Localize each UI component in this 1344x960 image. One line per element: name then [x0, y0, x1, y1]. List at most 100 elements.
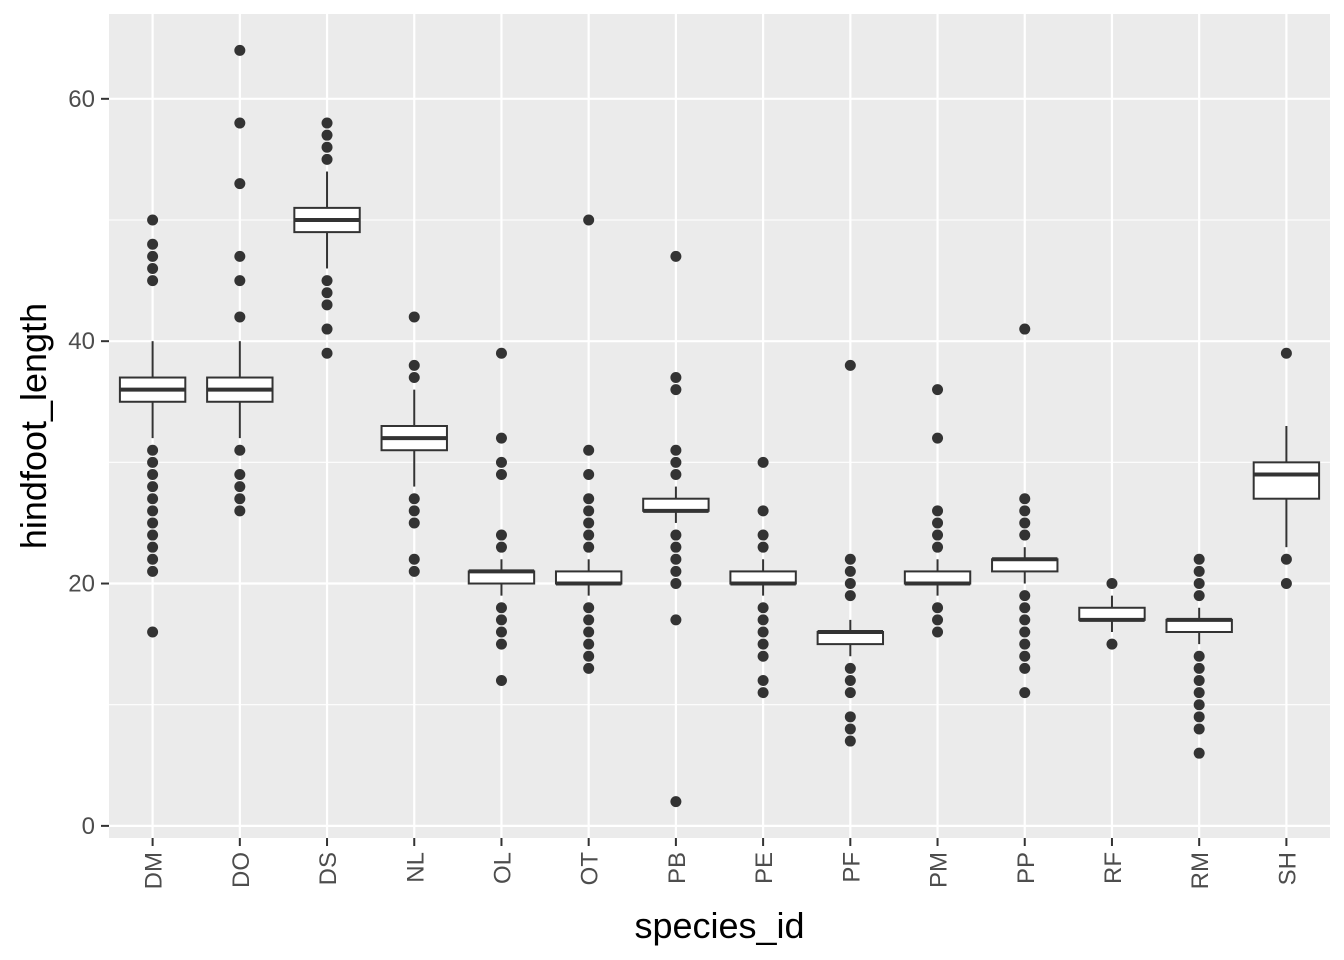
outlier-point [1106, 638, 1118, 650]
outlier-point [757, 541, 769, 553]
outlier-point [1019, 493, 1031, 505]
outlier-point [495, 626, 507, 638]
outlier-point [147, 626, 159, 638]
outlier-point [147, 565, 159, 577]
x-axis-title: species_id [634, 905, 804, 946]
outlier-point [757, 456, 769, 468]
outlier-point [583, 493, 595, 505]
outlier-point [757, 650, 769, 662]
outlier-point [583, 214, 595, 226]
outlier-point [670, 384, 682, 396]
outlier-point [234, 468, 246, 480]
outlier-point [1193, 687, 1205, 699]
major-gridlines [109, 14, 1330, 838]
outlier-point [408, 565, 420, 577]
x-tick-label: NL [402, 852, 429, 883]
outlier-point [583, 650, 595, 662]
outlier-point [321, 141, 333, 153]
outlier-point [234, 44, 246, 56]
outlier-point [1106, 578, 1118, 590]
outlier-point [495, 432, 507, 444]
outlier-point [1280, 347, 1292, 359]
box-pb [642, 250, 710, 808]
plot-panel [109, 14, 1330, 838]
outlier-point [757, 602, 769, 614]
outlier-point [1193, 565, 1205, 577]
x-tick-label: DM [141, 852, 168, 889]
x-tick-label: SH [1274, 852, 1301, 885]
outlier-point [1019, 517, 1031, 529]
outlier-point [844, 674, 856, 686]
outlier-point [844, 565, 856, 577]
outlier-point [757, 614, 769, 626]
outlier-point [583, 468, 595, 480]
outlier-point [932, 517, 944, 529]
outlier-point [670, 614, 682, 626]
outlier-point [1019, 650, 1031, 662]
outlier-point [495, 638, 507, 650]
outlier-point [932, 384, 944, 396]
outlier-point [757, 687, 769, 699]
outlier-point [321, 299, 333, 311]
outlier-point [670, 468, 682, 480]
outlier-point [1019, 626, 1031, 638]
y-tick-label: 0 [82, 813, 95, 840]
outlier-point [583, 638, 595, 650]
outlier-point [495, 602, 507, 614]
box-dm [118, 214, 187, 638]
outlier-point [670, 250, 682, 262]
outlier-point [844, 723, 856, 735]
outlier-point [670, 372, 682, 384]
outlier-point [495, 674, 507, 686]
outlier-point [408, 553, 420, 565]
outlier-point [757, 674, 769, 686]
outlier-point [757, 626, 769, 638]
box-nl [380, 311, 448, 577]
outlier-point [147, 456, 159, 468]
box-ot [554, 214, 623, 674]
outlier-point [1019, 529, 1031, 541]
y-axis: 0 20 40 60 [68, 86, 109, 840]
x-tick-label: RF [1100, 852, 1127, 884]
outlier-point [757, 638, 769, 650]
box-rm [1165, 553, 1233, 759]
outlier-point [234, 505, 246, 517]
outlier-point [408, 372, 420, 384]
outlier-point [583, 444, 595, 456]
outlier-point [932, 505, 944, 517]
outlier-point [670, 529, 682, 541]
outlier-point [844, 578, 856, 590]
outlier-point [1193, 578, 1205, 590]
box-pe [729, 456, 797, 699]
outlier-point [147, 529, 159, 541]
outlier-point [1193, 699, 1205, 711]
outlier-point [932, 432, 944, 444]
outlier-point [408, 311, 420, 323]
outlier-point [321, 287, 333, 299]
outlier-point [321, 153, 333, 165]
outlier-point [1019, 602, 1031, 614]
outlier-point [932, 602, 944, 614]
box-rf [1078, 578, 1146, 650]
outlier-point [1019, 614, 1031, 626]
outlier-point [1193, 723, 1205, 735]
x-tick-label: RM [1187, 852, 1214, 889]
outlier-point [583, 517, 595, 529]
outlier-point [1193, 662, 1205, 674]
outlier-point [495, 468, 507, 480]
outlier-point [234, 178, 246, 190]
outlier-point [147, 493, 159, 505]
outlier-point [147, 468, 159, 480]
y-tick-label: 20 [68, 571, 95, 598]
outlier-point [147, 553, 159, 565]
box-pf [816, 359, 885, 747]
x-tick-label: OT [577, 852, 604, 886]
outlier-point [670, 456, 682, 468]
outlier-point [932, 541, 944, 553]
x-tick-label: PP [1013, 852, 1040, 884]
outlier-point [1280, 578, 1292, 590]
outlier-point [408, 359, 420, 371]
outlier-point [670, 565, 682, 577]
outlier-point [932, 529, 944, 541]
